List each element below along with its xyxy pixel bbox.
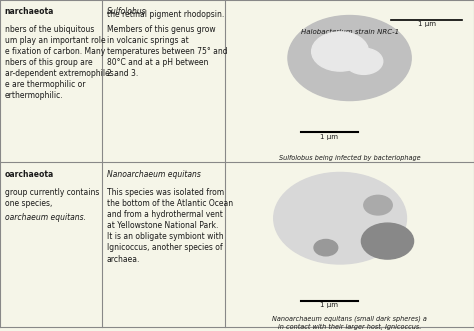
Text: oarchaeum equitans.: oarchaeum equitans. <box>5 213 86 221</box>
Circle shape <box>364 195 392 215</box>
Text: 1 μm: 1 μm <box>418 21 436 27</box>
Text: Members of this genus grow
in volcanic springs at
temperatures between 75° and
8: Members of this genus grow in volcanic s… <box>107 24 227 78</box>
Text: the retinal pigment rhodopsin.: the retinal pigment rhodopsin. <box>107 10 224 19</box>
Text: Halobacterium strain NRC-1: Halobacterium strain NRC-1 <box>301 29 399 35</box>
Circle shape <box>361 223 413 259</box>
Text: Sulfolobus: Sulfolobus <box>107 7 146 16</box>
Text: oarchaeota: oarchaeota <box>5 170 54 179</box>
Text: 1 μm: 1 μm <box>320 134 338 140</box>
Circle shape <box>274 172 407 264</box>
Circle shape <box>345 48 383 74</box>
Text: group currently contains
one species,: group currently contains one species, <box>5 188 99 208</box>
Text: Sulfolobus being infected by bacteriophage: Sulfolobus being infected by bacteriopha… <box>279 155 420 162</box>
Circle shape <box>314 239 337 256</box>
Text: nbers of the ubiquitous
um play an important role
e fixation of carbon. Many
nbe: nbers of the ubiquitous um play an impor… <box>5 24 116 100</box>
Text: Nanoarchaeum equitans: Nanoarchaeum equitans <box>107 170 201 179</box>
Circle shape <box>312 32 369 71</box>
Circle shape <box>288 16 411 101</box>
Text: in contact with their larger host, Ignicoccus.: in contact with their larger host, Ignic… <box>278 324 421 330</box>
Text: This species was isolated from
the bottom of the Atlantic Ocean
and from a hydro: This species was isolated from the botto… <box>107 188 233 263</box>
Text: Nanoarchaeum equitans (small dark spheres) a: Nanoarchaeum equitans (small dark sphere… <box>272 315 427 322</box>
Text: narchaeota: narchaeota <box>5 7 54 16</box>
Text: 1 μm: 1 μm <box>320 303 338 308</box>
